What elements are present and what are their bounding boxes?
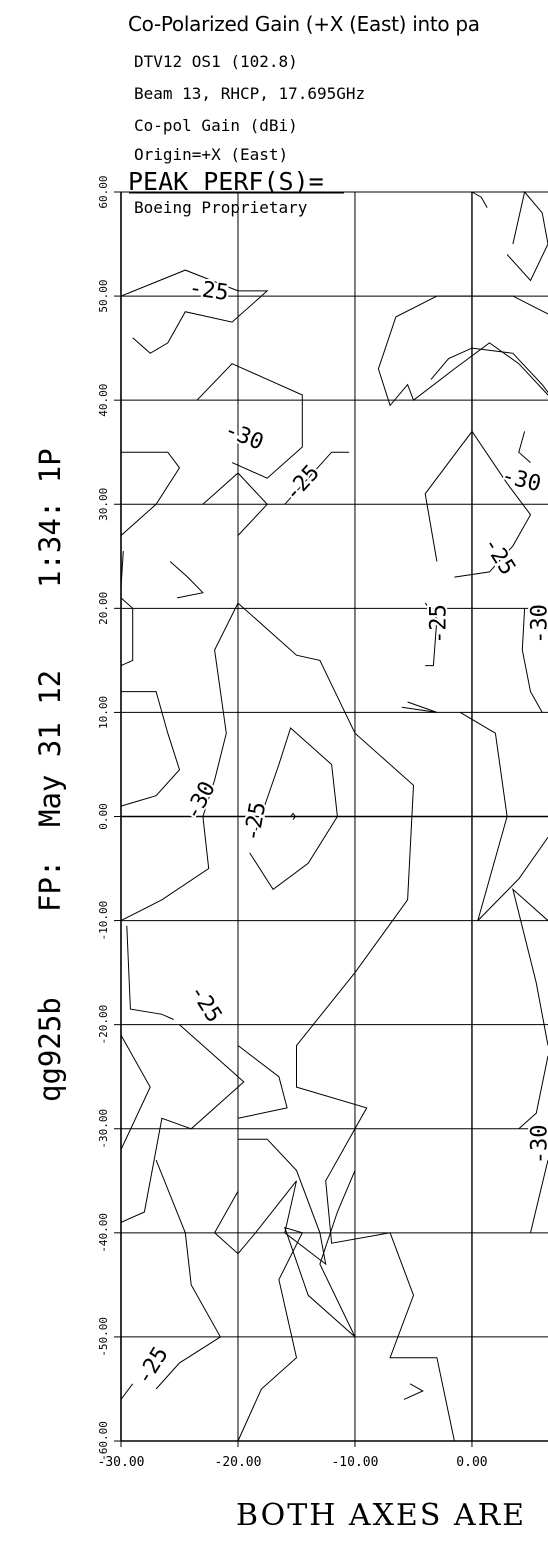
fp-label: FP: — [33, 859, 67, 912]
contour-line — [237, 602, 455, 1442]
contour-label: -25 — [427, 604, 452, 644]
y-tick-label: -40.00 — [97, 1213, 110, 1253]
contour-line — [120, 269, 269, 354]
x-tick-label: -30.00 — [98, 1455, 145, 1470]
contour-line — [196, 363, 303, 479]
contour-line — [460, 711, 548, 921]
peak-perf-label: PEAK PERF(S)= — [128, 167, 324, 196]
contour-line — [518, 431, 531, 463]
contour-label: -30 — [527, 1124, 548, 1164]
contour-line — [237, 1128, 356, 1442]
contour-line — [521, 608, 543, 713]
contour-line — [424, 430, 532, 578]
contour-line — [401, 701, 438, 713]
y-tick-label: 20.00 — [97, 592, 110, 625]
y-tick-label: 0.00 — [97, 803, 110, 830]
contour-line — [512, 887, 548, 1046]
contour-line — [155, 1159, 222, 1390]
x-tick-label: -20.00 — [215, 1455, 262, 1470]
contour-line — [120, 1034, 151, 1150]
contour-line — [249, 727, 338, 891]
contour-line — [424, 602, 438, 667]
y-tick-label: 40.00 — [97, 384, 110, 417]
info-line-program: DTV12 OS1 (102.8) — [134, 52, 298, 71]
y-tick-label: -50.00 — [97, 1317, 110, 1357]
contour-line — [377, 295, 548, 407]
contour-label: -25 — [187, 276, 230, 306]
contour-label: -30 — [180, 777, 221, 824]
contour-label: -30 — [221, 418, 267, 456]
contour-line — [284, 451, 350, 505]
axes-footer-note: BOTH AXES ARE — [236, 1498, 527, 1533]
contour-label: -30 — [527, 604, 548, 644]
contour-line — [430, 347, 548, 394]
contour-line — [202, 472, 268, 536]
date-label: May 31 12 — [33, 669, 67, 827]
contour-line — [530, 1159, 548, 1233]
contour-line — [506, 190, 548, 282]
contour-line — [120, 691, 181, 807]
info-line-units: Co-pol Gain (dBi) — [134, 116, 298, 135]
info-line-beam: Beam 13, RHCP, 17.695GHz — [134, 84, 366, 103]
proprietary-notice: Boeing Proprietary — [134, 198, 308, 217]
contour-line — [518, 1055, 548, 1130]
contour-line — [120, 551, 124, 588]
contour-line — [237, 1045, 288, 1119]
y-tick-label: 30.00 — [97, 488, 110, 521]
contour-line — [403, 1383, 424, 1400]
contour-line — [120, 602, 239, 922]
y-tick-label: -30.00 — [97, 1109, 110, 1149]
y-tick-label: 10.00 — [97, 696, 110, 729]
contour-line — [126, 925, 174, 1020]
contour-line — [436, 295, 548, 315]
y-tick-label: 60.00 — [97, 175, 110, 208]
contour-line — [120, 1024, 245, 1223]
contour-line — [290, 812, 296, 820]
contour-line — [471, 191, 488, 208]
y-tick-label: -10.00 — [97, 901, 110, 941]
contour-label: -25 — [184, 980, 226, 1027]
contour-label: -30 — [499, 463, 544, 497]
contour-line — [120, 1383, 134, 1400]
y-tick-label: -20.00 — [97, 1005, 110, 1045]
contour-label: -25 — [131, 1343, 173, 1390]
x-tick-label: -10.00 — [331, 1455, 378, 1470]
contour-line — [169, 561, 204, 599]
chart-title: Co-Polarized Gain (+X (East) into pa — [128, 12, 480, 36]
y-tick-label: 50.00 — [97, 280, 110, 313]
contour-label: -25 — [240, 800, 272, 843]
y-tick-label: -60.00 — [97, 1421, 110, 1461]
info-line-origin: Origin=+X (East) — [134, 145, 289, 164]
contour-line — [213, 1138, 327, 1266]
contour-line — [120, 597, 134, 667]
plot-id-label: qg925b — [33, 997, 67, 1102]
time-label: 1:34: 1P — [33, 448, 67, 588]
x-tick-label: 0.00 — [456, 1455, 487, 1470]
contour-line — [120, 451, 181, 536]
